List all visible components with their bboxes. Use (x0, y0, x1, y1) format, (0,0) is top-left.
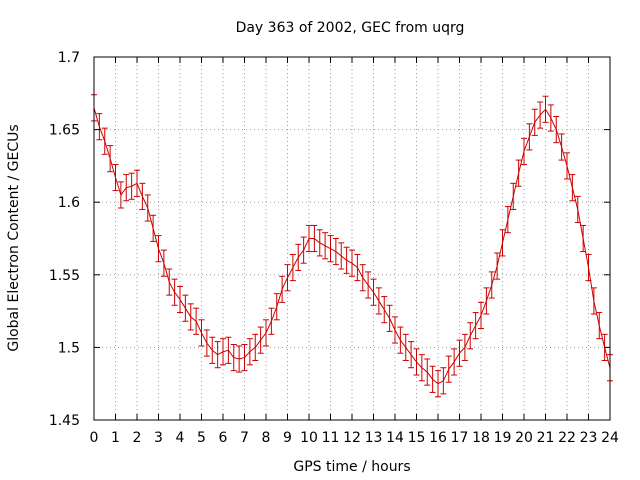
x-tick-label: 20 (515, 430, 533, 446)
y-tick-label: 1.65 (49, 123, 80, 139)
x-tick-label: 15 (408, 430, 426, 446)
x-tick-label: 18 (472, 430, 490, 446)
y-tick-label: 1.5 (58, 340, 80, 356)
y-tick-label: 1.7 (58, 50, 80, 66)
x-tick-label: 24 (601, 430, 619, 446)
x-tick-label: 3 (154, 430, 163, 446)
x-tick-label: 16 (429, 430, 447, 446)
x-tick-label: 2 (133, 430, 142, 446)
x-tick-label: 4 (176, 430, 185, 446)
x-tick-label: 17 (451, 430, 469, 446)
x-axis-label: GPS time / hours (293, 459, 410, 475)
grid (94, 57, 610, 420)
x-tick-label: 9 (283, 430, 292, 446)
x-tick-label: 8 (262, 430, 271, 446)
y-axis-label: Global Electron Content / GECUs (6, 124, 22, 351)
axis-ticks: 0 1 2 3 4 5 6 7 8 9 10 11 12 13 14 15 16 17 18 19 20 21 22 23 24… (49, 50, 619, 446)
series-gec (91, 94, 613, 398)
chart-title: Day 363 of 2002, GEC from uqrg (236, 20, 465, 36)
x-tick-label: 10 (300, 430, 318, 446)
x-tick-label: 22 (558, 430, 576, 446)
x-tick-label: 11 (322, 430, 340, 446)
y-tick-label: 1.6 (58, 195, 80, 211)
x-tick-label: 14 (386, 430, 404, 446)
x-tick-label: 6 (219, 430, 228, 446)
x-tick-label: 0 (90, 430, 99, 446)
x-tick-label: 13 (365, 430, 383, 446)
x-tick-label: 7 (240, 430, 249, 446)
x-tick-label: 23 (580, 430, 598, 446)
y-tick-label: 1.45 (49, 413, 80, 429)
x-tick-label: 21 (537, 430, 555, 446)
x-tick-label: 1 (111, 430, 120, 446)
x-tick-label: 5 (197, 430, 206, 446)
x-tick-label: 19 (494, 430, 512, 446)
x-tick-label: 12 (343, 430, 361, 446)
y-tick-label: 1.55 (49, 268, 80, 284)
